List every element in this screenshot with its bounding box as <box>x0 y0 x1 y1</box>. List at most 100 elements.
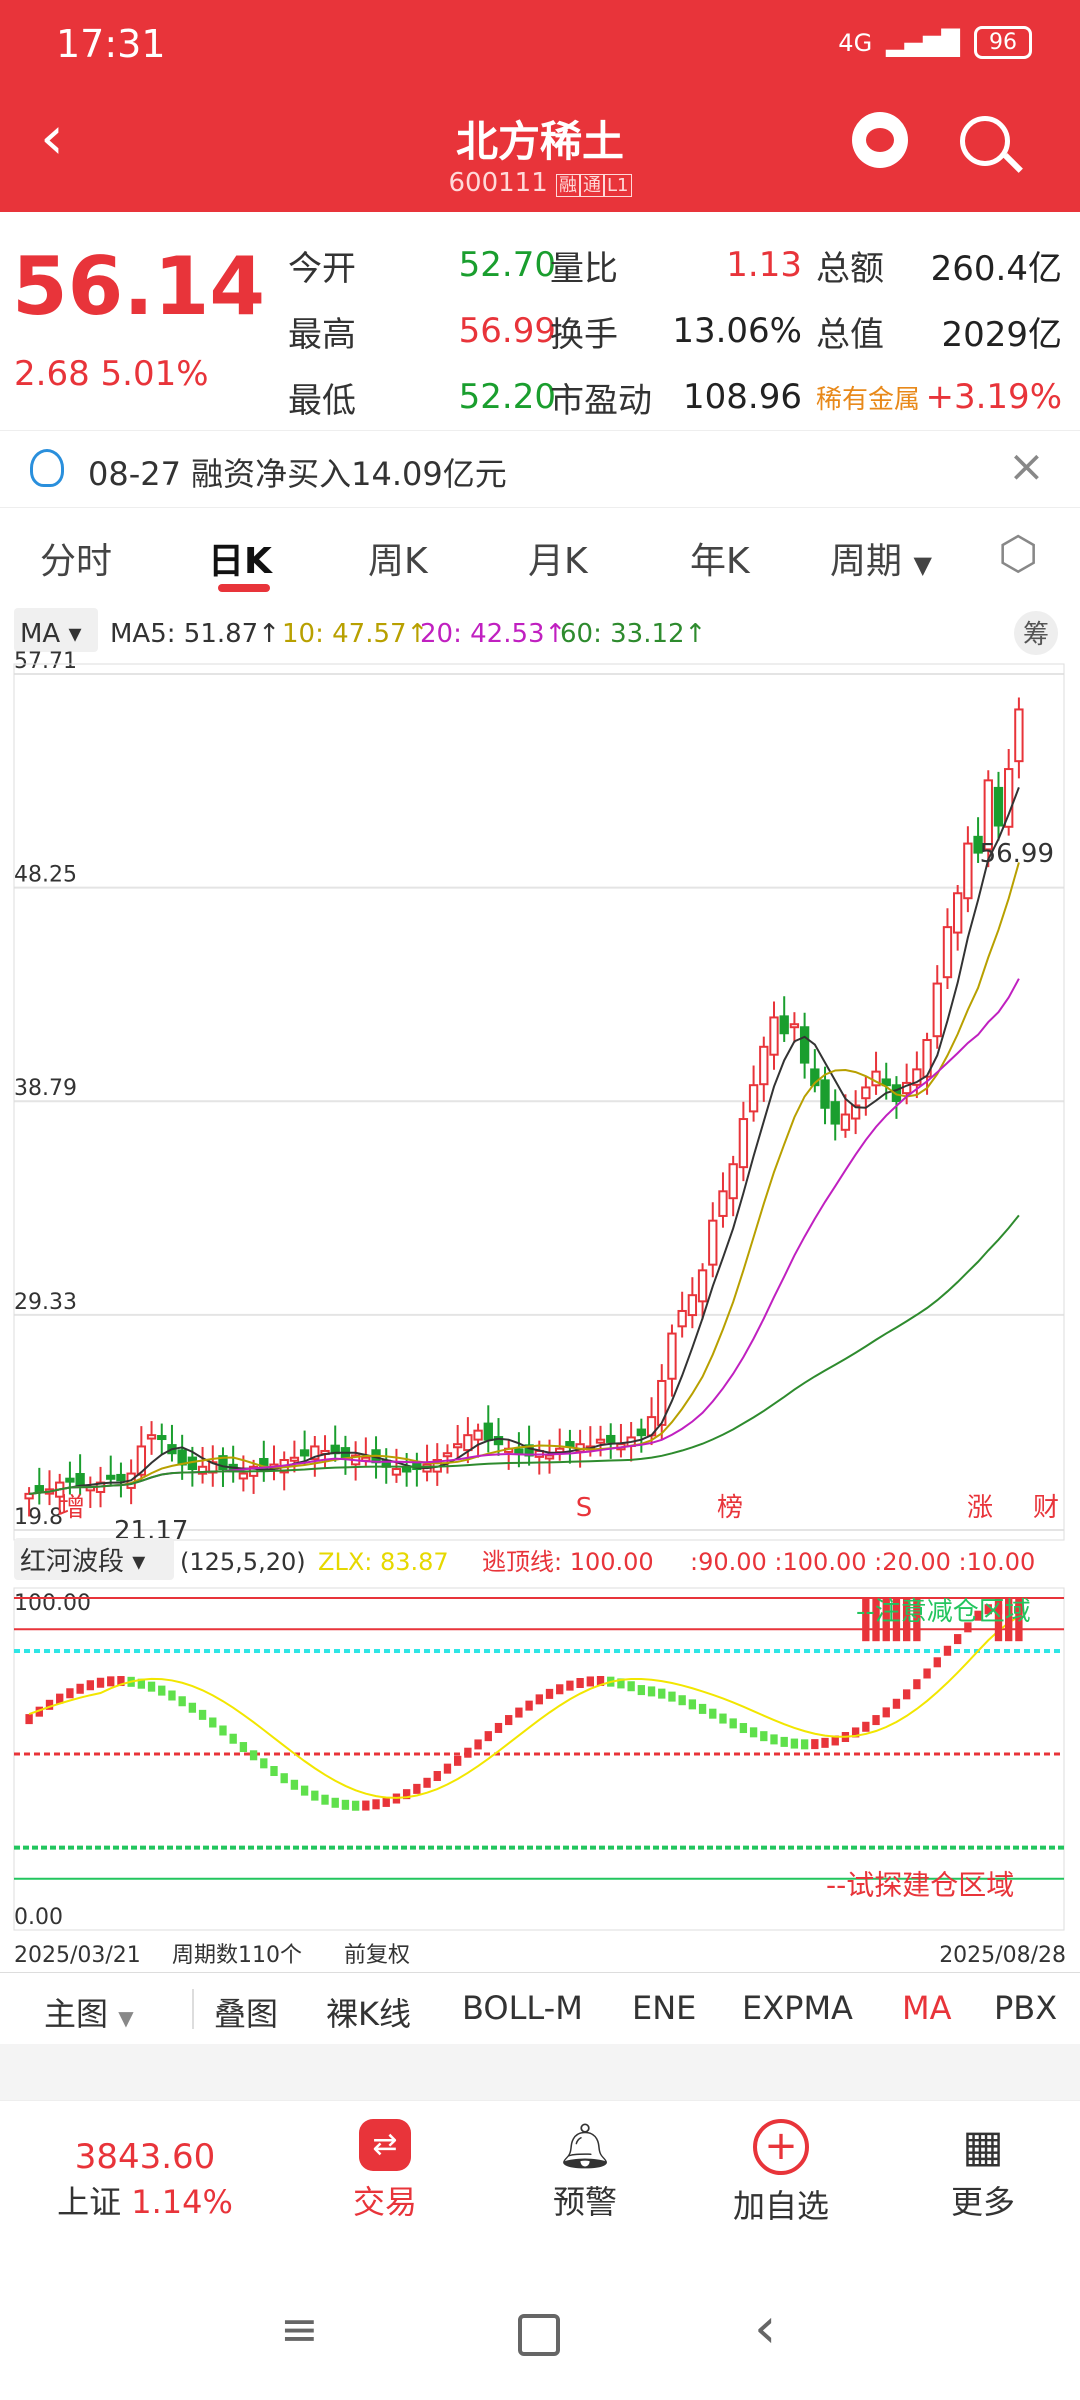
add-circle-icon: + <box>753 2119 809 2175</box>
nav-alert[interactable]: 🔔︎ 预警 <box>520 2117 650 2223</box>
oscillator-bar <box>729 1718 737 1729</box>
oscillator-bar <box>535 1694 543 1705</box>
stat-value: 52.20 <box>458 377 556 417</box>
nav-more[interactable]: ▦ 更多 <box>918 2117 1048 2223</box>
assistant-icon[interactable] <box>852 112 908 168</box>
back-nav-icon[interactable]: ‹ <box>754 2296 777 2361</box>
oscillator-bar <box>943 1645 952 1656</box>
oscillator-bar <box>851 1727 860 1738</box>
tab-yearly-k[interactable]: 年K <box>690 541 750 582</box>
warning-zone-bar <box>882 1598 890 1642</box>
y-axis-label: 29.33 <box>14 1290 77 1315</box>
candle-body <box>779 1015 789 1035</box>
oscillator-bar <box>627 1681 635 1692</box>
back-icon[interactable]: ‹ <box>40 103 64 173</box>
nav-index[interactable]: 3843.60 上证 1.14% <box>30 2117 260 2223</box>
tool-ene[interactable]: ENE <box>632 1989 697 2027</box>
y-axis-label: 57.71 <box>14 649 77 674</box>
ma60-legend: 60: 33.12↑ <box>560 619 706 649</box>
oscillator-bar <box>249 1750 258 1761</box>
tab-daily-k[interactable]: 日K <box>208 541 272 582</box>
event-marker: 财 <box>1033 1493 1059 1523</box>
candle-body <box>565 1441 575 1448</box>
nav-add-watchlist[interactable]: + 加自选 <box>716 2117 846 2227</box>
candle-body <box>861 1086 871 1100</box>
stock-code-line: 600111 融通 L1 <box>0 168 1080 198</box>
candle-body <box>983 779 993 851</box>
nav-trade[interactable]: ⇄ 交易 <box>320 2117 450 2223</box>
period-tabs: 分时 日K 周K 月K 年K 周期 ▼ ⬡ <box>0 512 1080 596</box>
tool-overlay[interactable]: 叠图 <box>214 1995 279 2033</box>
period-count: 周期数110个 <box>172 1943 302 1968</box>
stat-label: 换手 <box>550 314 618 355</box>
candle-body <box>34 1485 44 1493</box>
y-axis-label: 38.79 <box>14 1076 77 1101</box>
stat-label[interactable]: 稀有金属 <box>816 384 921 415</box>
index-line: 上证 1.14% <box>30 2177 260 2223</box>
candle-body <box>391 1468 402 1476</box>
tool-main-chart[interactable]: 主图 ▼ <box>44 1989 134 2035</box>
stat-value: 1.13 <box>726 245 802 285</box>
add-label: 加自选 <box>732 2187 829 2225</box>
candle-body <box>881 1078 891 1087</box>
stat-value: 260.4亿 <box>930 248 1062 289</box>
oscillator-bar <box>505 1715 513 1726</box>
candle-body <box>993 786 1004 827</box>
oscillator-bar <box>331 1797 339 1808</box>
chevron-down-icon: ▼ <box>913 551 932 579</box>
close-icon[interactable]: × <box>1008 441 1045 492</box>
kline-chart-area[interactable]: MA ▾ MA5: 51.87↑ 10: 47.57↑ 20: 42.53↑ 60: 3… <box>0 600 1080 1970</box>
chip-button <box>1014 611 1058 655</box>
candle-body <box>606 1434 616 1443</box>
kline-svg[interactable]: MA ▾ MA5: 51.87↑ 10: 47.57↑20: 42.53↑60: 3… <box>0 600 1080 1970</box>
notice-bar[interactable]: 08-27 融资净买入14.09亿元 × <box>0 430 1080 508</box>
stock-name: 北方稀土 <box>455 117 624 166</box>
settings-hex-icon[interactable]: ⬡ <box>998 526 1039 580</box>
oscillator-bar <box>270 1766 278 1777</box>
tab-intraday[interactable]: 分时 <box>40 541 113 582</box>
candle-body <box>514 1448 524 1455</box>
warning-zone-bar <box>913 1598 921 1642</box>
tab-period[interactable]: 周期 ▼ <box>830 532 932 584</box>
oscillator-bar <box>300 1785 309 1796</box>
change-value: 2.68 <box>14 354 90 394</box>
candle-body <box>493 1436 504 1446</box>
tool-naked-k[interactable]: 裸K线 <box>326 1995 411 2033</box>
trade-label: 交易 <box>352 2183 417 2221</box>
ma5-legend: MA5: 51.87↑ <box>110 619 280 649</box>
oscillator-bar <box>892 1698 901 1709</box>
tool-boll-m[interactable]: BOLL-M <box>462 1989 583 2027</box>
date-end: 2025/08/28 <box>939 1943 1066 1968</box>
oscillator-bar <box>290 1779 299 1790</box>
oscillator-bar <box>362 1800 370 1811</box>
tool-expma[interactable]: EXPMA <box>742 1989 853 2027</box>
bulb-icon <box>30 449 64 487</box>
trade-icon: ⇄ <box>359 2119 411 2171</box>
tab-monthly-k[interactable]: 月K <box>528 541 588 582</box>
oscillator-bar <box>494 1722 503 1733</box>
oscillator-bar <box>760 1731 768 1742</box>
tool-ma[interactable]: MA <box>902 1989 952 2027</box>
toolbar-divider <box>192 1989 194 2029</box>
quote-stats: 今开 52.70 量比 1.13 总额 260.4亿 最高 56.99 换手 13.06% 总值 20… <box>288 232 1068 430</box>
candle-body <box>973 835 983 854</box>
oscillator-bar <box>525 1700 533 1711</box>
tool-pbx[interactable]: PBX <box>994 1989 1058 2027</box>
menu-icon[interactable]: ≡ <box>280 2302 319 2356</box>
oscillator-bar <box>668 1691 676 1702</box>
main-chart-frame <box>13 663 1065 1541</box>
last-price: 56.14 <box>12 240 266 333</box>
bottom-nav: 3843.60 上证 1.14% ⇄ 交易 🔔︎ 预警 + 加自选 ▦ 更多 <box>0 2100 1080 2251</box>
candle-body <box>473 1429 483 1441</box>
oscillator-bar <box>239 1742 248 1753</box>
home-icon[interactable] <box>518 2314 560 2356</box>
search-icon[interactable] <box>960 116 1010 166</box>
oscillator-bar <box>770 1734 778 1745</box>
tab-weekly-k[interactable]: 周K <box>368 541 428 582</box>
oscillator-bar <box>719 1713 727 1724</box>
oscillator-bar <box>923 1668 931 1679</box>
candle-body <box>748 1084 759 1113</box>
oscillator-bar <box>229 1733 237 1744</box>
oscillator-bar <box>423 1777 431 1788</box>
oscillator-bar <box>443 1763 452 1774</box>
